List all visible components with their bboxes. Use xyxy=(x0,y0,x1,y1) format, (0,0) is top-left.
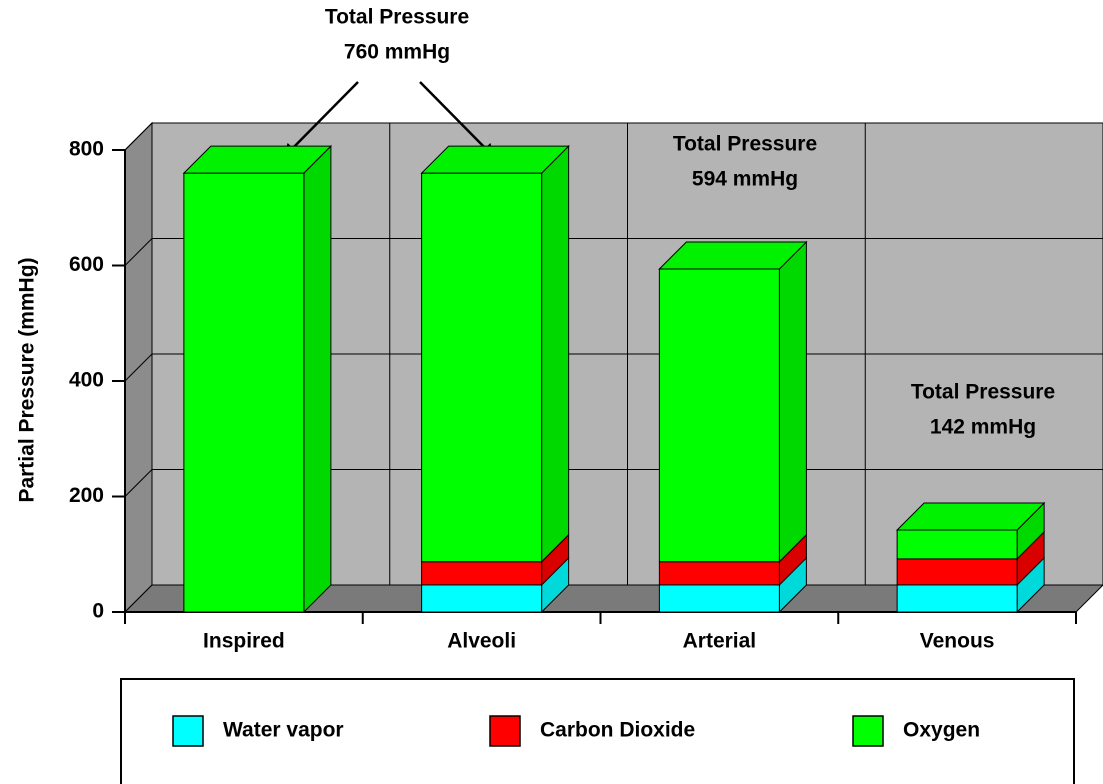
bar xyxy=(896,558,1018,586)
y-tick-label: 200 xyxy=(69,484,104,507)
bar xyxy=(658,268,780,563)
bar-top xyxy=(895,502,1046,531)
bar xyxy=(896,529,1018,560)
x-tick-label: Arterial xyxy=(683,630,757,653)
bar-top xyxy=(658,241,808,270)
bar xyxy=(658,584,780,613)
bar xyxy=(421,561,543,586)
legend-box xyxy=(120,678,1075,784)
bar-top xyxy=(420,145,570,174)
legend-label: Oxygen xyxy=(903,719,980,742)
x-tick-label: Venous xyxy=(920,630,995,653)
bar-top xyxy=(182,145,333,174)
x-tick-label: Inspired xyxy=(203,630,285,653)
legend-label: Carbon Dioxide xyxy=(540,719,695,742)
grid-line xyxy=(124,469,153,497)
bar xyxy=(658,561,780,586)
bar-side xyxy=(541,144,570,563)
y-tick-label: 800 xyxy=(69,138,104,161)
legend-swatch xyxy=(489,715,521,747)
bar xyxy=(421,172,543,563)
arrow xyxy=(284,81,359,157)
y-axis-label: Partial Pressure (mmHg) xyxy=(16,257,39,502)
legend-label: Water vapor xyxy=(223,719,344,742)
annotation: Total Pressure xyxy=(673,133,817,156)
bar xyxy=(183,172,305,613)
bar xyxy=(421,584,543,613)
annotation: Total Pressure xyxy=(911,381,1055,404)
bar xyxy=(896,584,1018,613)
arrow xyxy=(419,81,494,157)
bar-side xyxy=(778,240,807,563)
grid-line xyxy=(124,353,153,382)
annotation: 594 mmHg xyxy=(692,168,798,191)
grid-line xyxy=(124,122,153,151)
annotation: 142 mmHg xyxy=(930,416,1036,439)
y-tick-label: 0 xyxy=(92,600,104,623)
bar-side xyxy=(303,144,332,614)
x-tick-label: Alveoli xyxy=(447,630,516,653)
grid-line xyxy=(124,238,153,266)
annotation: Total Pressure xyxy=(325,6,469,29)
y-tick-label: 400 xyxy=(69,369,104,392)
y-tick-label: 600 xyxy=(69,253,104,276)
legend-swatch xyxy=(172,715,204,747)
legend-swatch xyxy=(852,715,884,747)
annotation: 760 mmHg xyxy=(344,41,450,64)
